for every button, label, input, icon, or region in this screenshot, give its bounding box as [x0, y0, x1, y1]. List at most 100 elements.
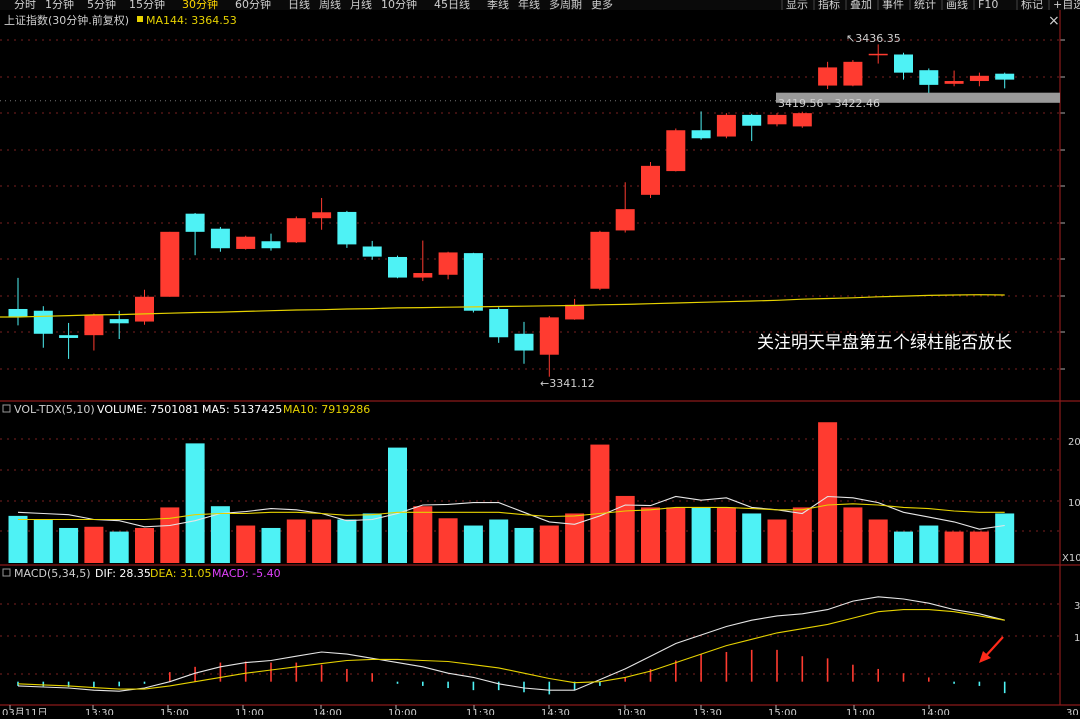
volume-panel-icon[interactable] — [2, 404, 11, 413]
candle — [8, 277, 28, 326]
candle-body — [337, 211, 357, 245]
candle — [413, 240, 433, 282]
tool-button[interactable]: 统计 — [914, 0, 936, 11]
grid-layer — [0, 10, 1080, 706]
candle-body — [388, 256, 407, 278]
tool-button[interactable]: 显示 — [786, 0, 808, 11]
tool-button[interactable]: 事件 — [882, 0, 904, 11]
period-tab[interactable]: 5分钟 — [87, 0, 116, 11]
candle — [995, 72, 1015, 89]
time-axis-label: 10:00 — [388, 708, 417, 715]
volume-bar — [8, 515, 28, 563]
candle — [185, 212, 205, 256]
volume-bar — [565, 513, 585, 563]
macd-panel-icon[interactable] — [2, 568, 11, 577]
vol-ma10-value: MA10: 7919286 — [283, 403, 370, 416]
tool-button[interactable]: 画线 — [946, 0, 968, 11]
time-axis-label: 14:30 — [541, 708, 570, 715]
period-tab[interactable]: 多周期 — [549, 0, 582, 11]
period-tab[interactable]: 分时 — [14, 0, 36, 11]
candle — [160, 231, 180, 297]
macd-axis-label-high: 3 — [1074, 601, 1080, 612]
vol-ma10-line — [18, 503, 1005, 521]
candle-body — [286, 218, 306, 243]
volume-bar — [894, 531, 913, 563]
candle — [565, 298, 585, 320]
dea-line — [17, 609, 1005, 690]
macd-panel — [17, 596, 1006, 695]
volume-bar — [868, 519, 888, 563]
period-tab[interactable]: 周线 — [319, 0, 341, 11]
candle — [59, 322, 79, 359]
volume-bar — [969, 531, 989, 563]
tool-button[interactable]: 标记 — [1021, 0, 1043, 11]
period-tab[interactable]: 年线 — [518, 0, 540, 11]
period-tab[interactable]: 60分钟 — [235, 0, 271, 11]
volume-bar — [210, 506, 230, 563]
main-price-panel — [0, 44, 1060, 377]
candle-body — [691, 130, 711, 139]
volume-bar — [818, 422, 838, 563]
annotation-text: 关注明天早盘第五个绿柱能否放长 — [757, 333, 1012, 353]
candle-body — [666, 130, 686, 172]
volume-bar — [337, 519, 357, 563]
candle — [388, 255, 407, 279]
candle — [84, 313, 104, 351]
time-axis-label: 15:00 — [768, 708, 797, 715]
volume-bar — [539, 525, 559, 563]
candle — [767, 113, 787, 127]
candle-body — [185, 213, 205, 232]
period-tab[interactable]: 45日线 — [434, 0, 470, 11]
candle-body — [59, 335, 79, 338]
period-tab[interactable]: 季线 — [487, 0, 509, 11]
candle-body — [919, 70, 939, 85]
period-tab[interactable]: 10分钟 — [381, 0, 417, 11]
red-arrow-icon — [979, 636, 1004, 663]
time-axis-label: 11:00 — [235, 708, 264, 715]
candle — [590, 230, 610, 291]
candle — [818, 61, 838, 90]
volume-bar — [463, 525, 483, 563]
candle-body — [995, 73, 1015, 80]
period-tab[interactable]: 30分钟 — [182, 0, 218, 11]
period-tab[interactable]: 更多 — [591, 0, 613, 11]
candle-body — [8, 308, 28, 318]
candle-body — [236, 236, 256, 249]
candle — [944, 70, 964, 87]
volume-indicator-name: VOL-TDX(5,10) — [14, 403, 95, 416]
candle-body — [969, 75, 989, 82]
period-tab[interactable]: 日线 — [288, 0, 310, 11]
candle-body — [362, 246, 382, 257]
macd-indicator-name: MACD(5,34,5) — [14, 567, 91, 580]
volume-bar — [716, 507, 736, 563]
candle — [742, 113, 762, 142]
volume-bar — [109, 531, 129, 563]
candle-body — [463, 253, 483, 311]
high-arrow-icon: ↖ — [846, 32, 855, 45]
volume-bar — [944, 531, 964, 563]
volume-bar — [286, 519, 306, 563]
period-tab[interactable]: 15分钟 — [129, 0, 165, 11]
volume-bar — [362, 513, 382, 563]
tool-button[interactable]: +自选 — [1053, 0, 1080, 11]
candle — [261, 233, 281, 251]
candle — [969, 72, 989, 87]
candle — [514, 321, 534, 364]
candle — [438, 251, 458, 280]
close-icon[interactable]: × — [1048, 13, 1060, 29]
candle — [337, 210, 357, 248]
candle-body — [868, 53, 888, 56]
price-range-band — [776, 92, 1060, 103]
volume-bar — [792, 507, 812, 563]
period-tab[interactable]: 月线 — [350, 0, 372, 11]
tool-button[interactable]: 叠加 — [850, 0, 872, 11]
candle-body — [210, 228, 230, 249]
candle-body — [84, 315, 104, 336]
volume-bar — [413, 506, 433, 563]
tool-button[interactable]: 指标 — [818, 0, 840, 11]
macd-value: MACD: -5.40 — [212, 567, 281, 580]
tool-button[interactable]: F10 — [978, 0, 998, 11]
period-tab[interactable]: 1分钟 — [45, 0, 74, 11]
